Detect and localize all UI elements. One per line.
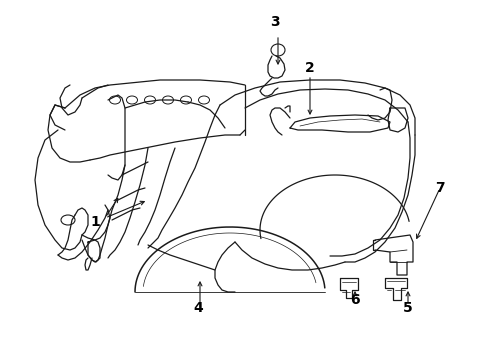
Text: 6: 6 [350, 293, 360, 307]
Text: 2: 2 [305, 61, 315, 75]
Text: 7: 7 [435, 181, 445, 195]
Text: 4: 4 [193, 301, 203, 315]
Text: 5: 5 [403, 301, 413, 315]
Text: 1: 1 [90, 215, 100, 229]
Text: 3: 3 [270, 15, 280, 29]
